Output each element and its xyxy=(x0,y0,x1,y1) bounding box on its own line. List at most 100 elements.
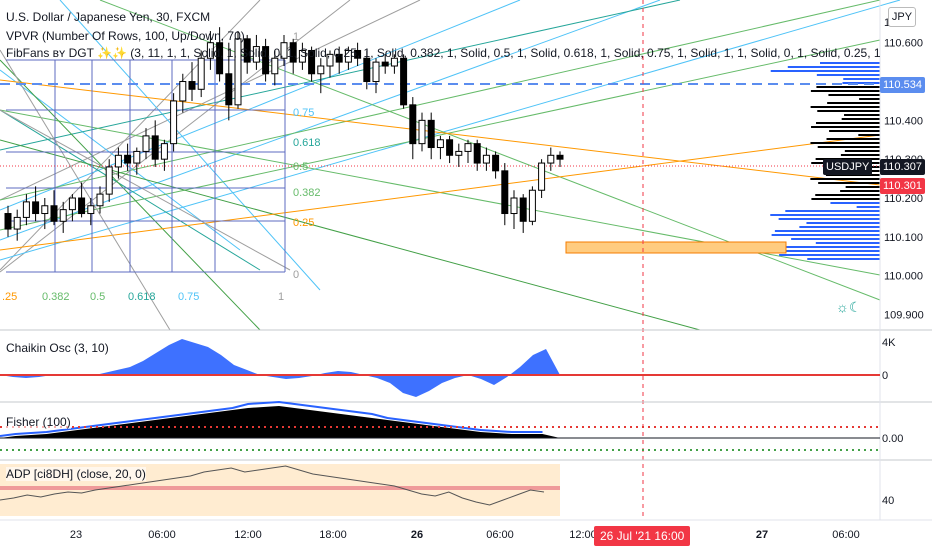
candle-body-21 xyxy=(197,57,205,90)
fib-right-label-0: 1 xyxy=(293,31,299,43)
candle-body-24 xyxy=(225,73,233,106)
sun-moon-icon: ☼☾ xyxy=(836,299,861,315)
vp-bar-44 xyxy=(791,238,880,240)
candle-body-31 xyxy=(289,42,297,63)
time-tick-1: 06:00 xyxy=(148,529,176,541)
candle-body-7 xyxy=(68,197,76,211)
price-tick-4: 110.100 xyxy=(884,232,923,244)
candles xyxy=(4,27,564,241)
vp-bar-40 xyxy=(806,222,880,224)
time-axis[interactable]: 2306:0012:0018:002606:0012:0016:002706:0… xyxy=(70,529,860,541)
adp-line xyxy=(0,465,545,506)
candle-body-58 xyxy=(538,162,546,191)
fib-bottom-label-5: 1 xyxy=(278,291,284,303)
vp-bar-30 xyxy=(818,182,880,184)
vpvr-legend[interactable]: VPVR (Number Of Rows, 100, Up/Down, 70) xyxy=(6,29,245,43)
fisher-label[interactable]: Fisher (100) xyxy=(6,415,71,429)
demand-zone-box xyxy=(565,241,787,254)
vp-bar-35 xyxy=(830,202,880,204)
time-tick-9: 06:00 xyxy=(832,529,860,541)
candle-body-47 xyxy=(436,139,444,149)
price-tick-1: 110.400 xyxy=(884,115,923,127)
chaikin-axis-top: 4K xyxy=(882,337,896,349)
candle-body-1 xyxy=(13,216,21,230)
vp-bar-20 xyxy=(810,142,880,144)
fan-line-6 xyxy=(59,0,321,291)
vp-bar-17 xyxy=(829,130,880,132)
fib-right-label-4: 0.382 xyxy=(293,187,321,199)
price-tick-6: 109.900 xyxy=(884,309,924,321)
candle-body-56 xyxy=(519,197,527,222)
fan-line-4 xyxy=(0,0,661,241)
candle-body-8 xyxy=(78,197,86,215)
vp-bar-3 xyxy=(816,74,880,76)
blue-line-price-tag: 110.534 xyxy=(880,77,925,93)
vp-bar-33 xyxy=(815,194,880,196)
fib-bottom-label-3: 0.618 xyxy=(128,291,156,303)
candle-body-45 xyxy=(418,119,426,145)
candle-body-26 xyxy=(243,38,251,63)
candle-body-40 xyxy=(372,61,380,83)
fan-line-11 xyxy=(0,39,881,231)
candle-body-55 xyxy=(510,197,518,215)
candle-body-33 xyxy=(308,49,316,75)
fan-line-3 xyxy=(0,0,521,211)
candle-body-48 xyxy=(446,139,454,156)
candle-body-22 xyxy=(206,42,214,59)
candle-body-44 xyxy=(409,104,417,145)
candle-body-60 xyxy=(556,154,564,160)
vp-bar-38 xyxy=(770,214,880,216)
fib-bottom-label-2: 0.5 xyxy=(90,291,105,303)
vp-bar-7 xyxy=(810,90,880,92)
vp-bar-6 xyxy=(816,86,880,88)
chaikin-label[interactable]: Chaikin Osc (3, 10) xyxy=(6,341,109,355)
vp-bar-36 xyxy=(856,206,880,208)
fan-line-18 xyxy=(0,109,291,271)
time-tick-4: 26 xyxy=(411,529,423,541)
vp-bar-5 xyxy=(842,82,880,84)
fibfans-legend[interactable]: FibFans ʙʏ DGT ✨✨ (3, 11, 1, 1, Solid, 1… xyxy=(6,46,880,60)
vp-bar-48 xyxy=(779,254,880,256)
candle-body-32 xyxy=(298,49,306,63)
vp-bar-31 xyxy=(845,186,880,188)
fan-line-1 xyxy=(0,0,421,201)
vp-bar-49 xyxy=(807,258,880,260)
candle-body-59 xyxy=(547,154,555,164)
adp-axis-value: 40 xyxy=(882,495,894,507)
candle-body-51 xyxy=(473,143,481,164)
vp-bar-10 xyxy=(827,102,880,104)
fan-line-14 xyxy=(0,139,701,331)
candle-body-30 xyxy=(280,42,288,59)
candle-body-37 xyxy=(344,49,352,63)
vp-bar-9 xyxy=(859,98,880,100)
vp-bar-11 xyxy=(810,106,880,108)
time-tick-2: 12:00 xyxy=(234,529,262,541)
fan-line-16 xyxy=(0,79,881,186)
fan-line-5 xyxy=(0,0,901,261)
symbol-title: U.S. Dollar / Japanese Yen, 30, FXCM xyxy=(6,10,211,24)
red-price-tag: 110.301 xyxy=(880,178,925,194)
candle-body-38 xyxy=(354,49,362,59)
adp-label[interactable]: ADP [ci8DH] (close, 20, 0) xyxy=(6,467,146,481)
candle-body-39 xyxy=(363,57,371,83)
vp-bar-1 xyxy=(787,66,880,68)
candle-body-46 xyxy=(427,119,435,149)
candle-body-5 xyxy=(50,205,58,222)
candle-body-25 xyxy=(234,38,242,106)
candle-body-34 xyxy=(317,65,325,75)
candle-body-17 xyxy=(160,143,168,160)
candle-body-13 xyxy=(124,154,132,164)
candle-body-12 xyxy=(114,154,122,168)
vp-bar-28 xyxy=(825,174,880,176)
candle-body-20 xyxy=(188,81,196,90)
time-tick-6: 12:00 xyxy=(569,529,597,541)
candle-body-28 xyxy=(262,46,270,75)
candle-body-50 xyxy=(464,143,472,152)
candle-body-18 xyxy=(170,100,178,145)
candle-body-9 xyxy=(87,205,95,215)
candle-body-36 xyxy=(335,53,343,63)
vp-bar-4 xyxy=(843,78,880,80)
vp-bar-0 xyxy=(820,62,880,64)
currency-button[interactable]: JPY xyxy=(888,7,916,27)
